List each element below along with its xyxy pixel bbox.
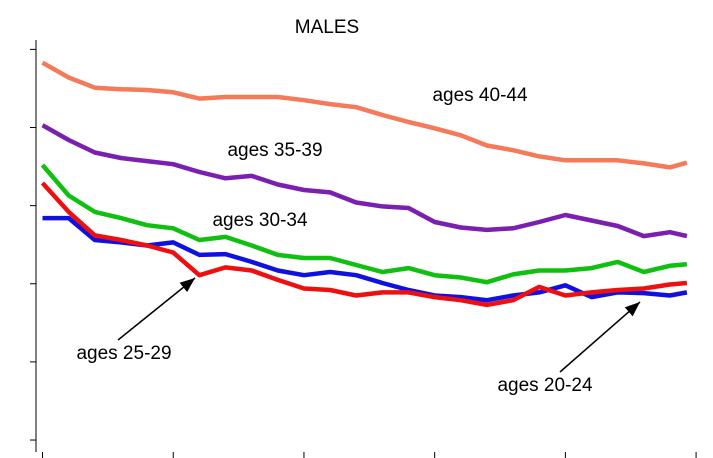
annotation: ages 20-24 <box>497 375 593 396</box>
annotation: ages 30-34 <box>212 210 308 231</box>
series-line <box>42 215 688 303</box>
annotation: ages 40-44 <box>432 85 528 106</box>
annotation: ages 25-29 <box>76 343 171 364</box>
arrow <box>117 277 196 341</box>
series-line <box>40 181 688 308</box>
annotation: ages 35-39 <box>227 140 322 161</box>
series-line <box>41 60 688 170</box>
series-line <box>40 163 688 285</box>
series-line <box>41 123 688 239</box>
chart-title: MALES <box>295 17 359 38</box>
arrow <box>559 301 641 373</box>
